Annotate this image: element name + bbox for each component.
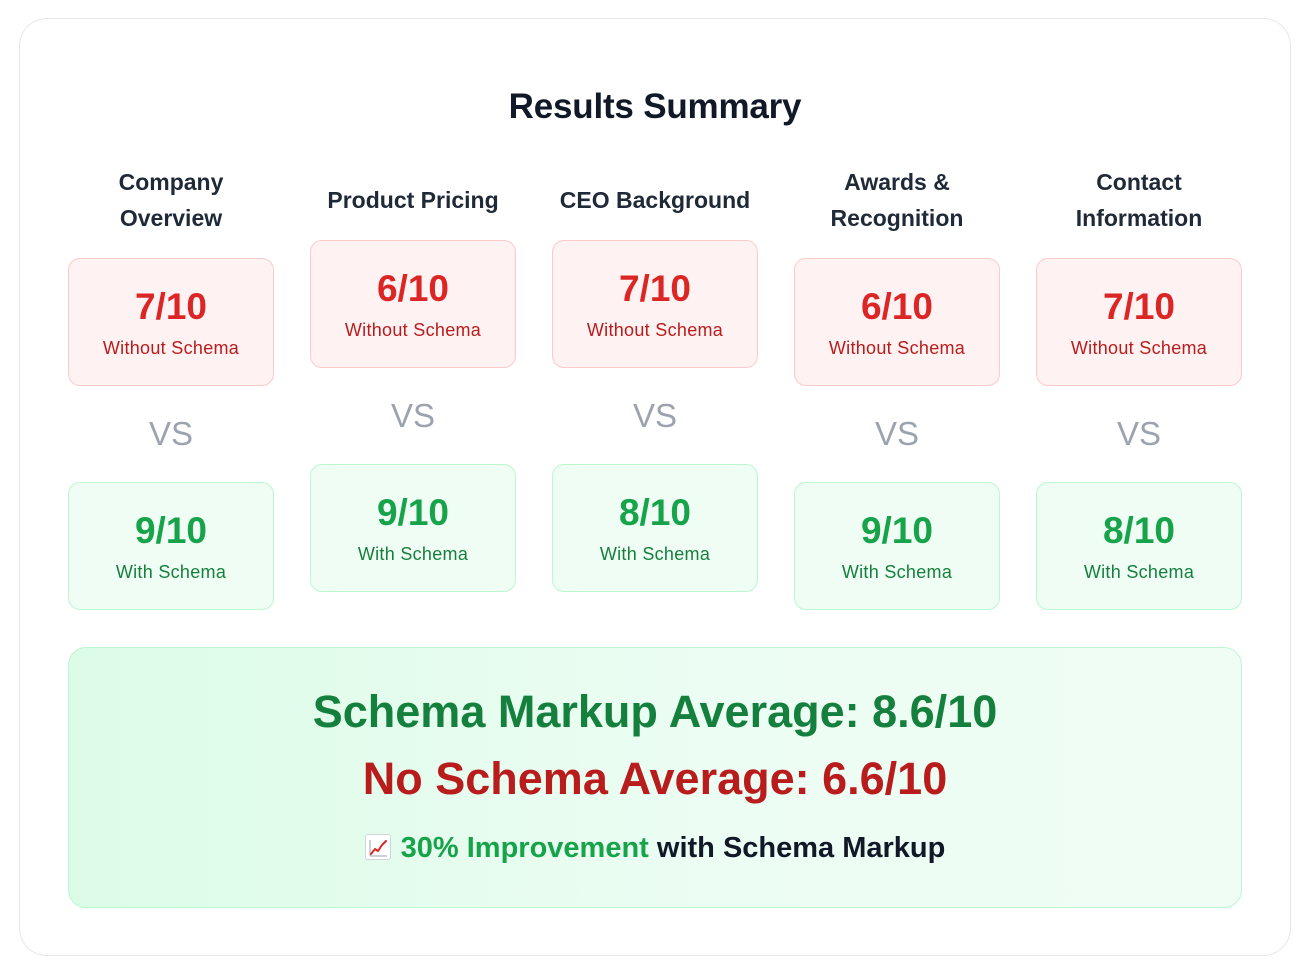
category-column-ceo-background: CEO Background 7/10 Without Schema VS 8/… [552,182,758,592]
without-schema-label: Without Schema [102,337,240,358]
without-schema-score: 7/10 [1102,285,1175,327]
without-schema-label: Without Schema [828,337,966,358]
without-schema-score-box: 6/10 Without Schema [794,258,1000,386]
without-schema-score-box: 7/10 Without Schema [68,258,274,386]
category-column-product-pricing: Product Pricing 6/10 Without Schema VS 9… [310,182,516,592]
vs-label: VS [1116,415,1162,452]
with-schema-score: 9/10 [134,509,207,551]
without-schema-score: 6/10 [860,285,933,327]
without-schema-score: 6/10 [376,267,449,309]
chart-increasing-icon [364,834,391,860]
with-schema-score: 8/10 [1102,509,1175,551]
no-schema-average: No Schema Average: 6.6/10 [362,753,948,804]
vs-label: VS [390,397,436,434]
without-schema-label: Without Schema [1070,337,1208,358]
with-schema-score: 9/10 [860,509,933,551]
without-schema-label: Without Schema [586,319,724,340]
without-schema-score-box: 7/10 Without Schema [1036,258,1242,386]
category-column-company-overview: Company Overview 7/10 Without Schema VS … [68,164,274,610]
with-schema-label: With Schema [841,561,953,582]
with-schema-label: With Schema [1083,561,1195,582]
improvement-text: with Schema Markup [648,832,946,864]
category-title: CEO Background [559,187,751,213]
without-schema-score-box: 7/10 Without Schema [552,240,758,368]
vs-label: VS [148,415,194,452]
category-column-awards-recognition: Awards & Recognition 6/10 Without Schema… [794,164,1000,610]
with-schema-score-box: 9/10 With Schema [68,482,274,610]
category-title: Company Overview [118,169,224,231]
with-schema-score-box: 8/10 With Schema [1036,482,1242,610]
without-schema-score-box: 6/10 Without Schema [310,240,516,368]
with-schema-label: With Schema [115,561,227,582]
with-schema-score: 9/10 [376,491,449,533]
comparison-columns: Company Overview 7/10 Without Schema VS … [68,152,1242,622]
category-title: Contact Information [1075,169,1203,231]
schema-markup-average: Schema Markup Average: 8.6/10 [312,686,998,737]
results-title: Results Summary [508,87,802,126]
without-schema-score: 7/10 [618,267,691,309]
without-schema-label: Without Schema [344,319,482,340]
with-schema-label: With Schema [599,543,711,564]
category-column-contact-information: Contact Information 7/10 Without Schema … [1036,164,1242,610]
with-schema-score-box: 8/10 With Schema [552,464,758,592]
vs-label: VS [632,397,678,434]
with-schema-score-box: 9/10 With Schema [794,482,1000,610]
with-schema-score-box: 9/10 With Schema [310,464,516,592]
vs-label: VS [874,415,920,452]
average-summary-panel: Schema Markup Average: 8.6/10 No Schema … [68,647,1242,908]
without-schema-score: 7/10 [134,285,207,327]
improvement-line: 30% Improvement with Schema Markup [69,832,1241,865]
results-card: Results Summary Company Overview 7/10 Wi… [19,18,1291,956]
with-schema-score: 8/10 [618,491,691,533]
with-schema-label: With Schema [357,543,469,564]
category-title: Awards & Recognition [830,169,964,231]
category-title: Product Pricing [327,187,499,213]
improvement-percentage: 30% Improvement [400,832,649,864]
